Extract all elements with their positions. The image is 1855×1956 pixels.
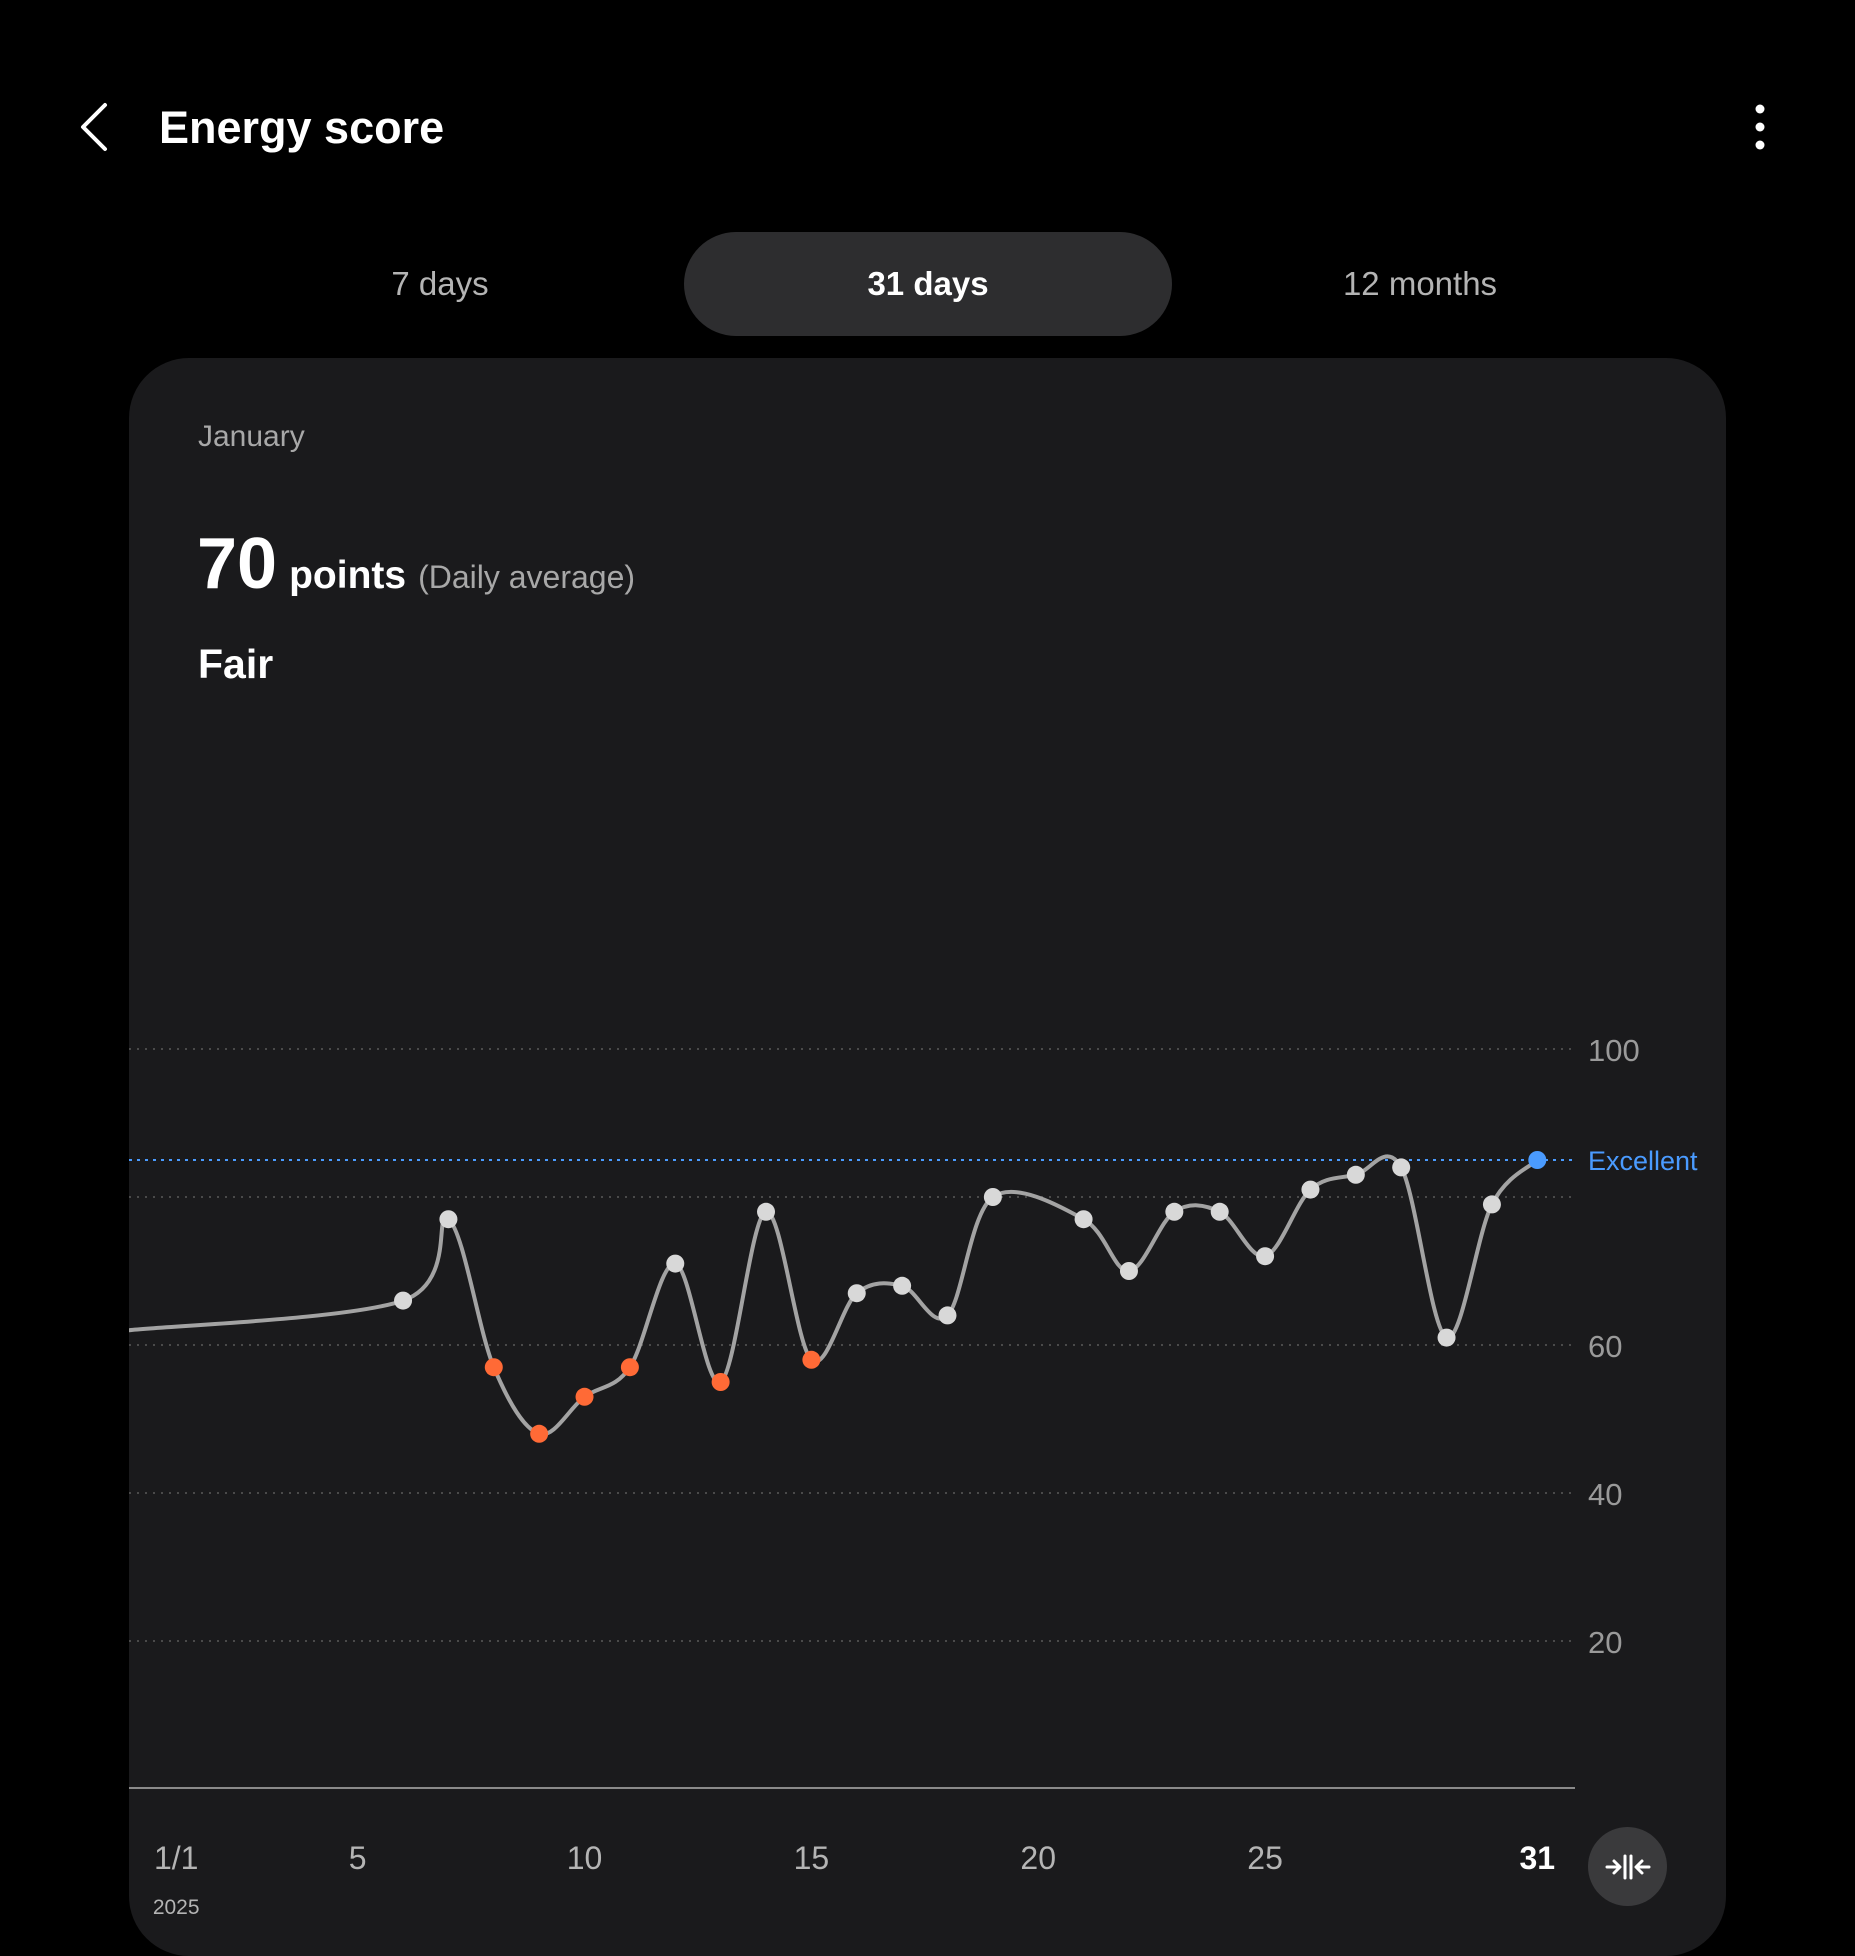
- data-point: [1210, 1202, 1229, 1221]
- x-tick-label: 31: [1520, 1840, 1556, 1876]
- data-point: [1165, 1202, 1184, 1221]
- data-point: [1301, 1180, 1320, 1199]
- data-point: [1074, 1210, 1093, 1229]
- data-point: [938, 1306, 957, 1325]
- y-tick-label: 100: [1588, 1033, 1640, 1068]
- y-tick-label: 20: [1588, 1625, 1622, 1660]
- data-point: [1528, 1151, 1547, 1169]
- data-point: [802, 1350, 821, 1369]
- y-tick-label: 60: [1588, 1329, 1622, 1364]
- x-tick-label: 20: [1020, 1840, 1056, 1876]
- data-point: [1119, 1262, 1138, 1280]
- data-point: [893, 1276, 912, 1295]
- score-note: (Daily average): [418, 559, 636, 595]
- score-summary: 70 points (Daily average): [197, 528, 635, 600]
- page-title: Energy score: [159, 102, 445, 153]
- score-value: 70: [197, 524, 278, 604]
- tab-7-days[interactable]: 7 days: [391, 265, 489, 302]
- data-point: [1346, 1165, 1365, 1184]
- data-point: [530, 1424, 549, 1443]
- fit-compress-icon: [1605, 1854, 1650, 1879]
- period-tabs: 7 days 31 days 12 months: [0, 232, 1855, 336]
- reference-line-label: Excellent: [1588, 1146, 1698, 1176]
- data-point: [439, 1210, 458, 1229]
- x-tick-label: 10: [567, 1840, 603, 1876]
- series-line: [129, 1154, 1540, 1437]
- data-point: [620, 1358, 639, 1377]
- data-point: [666, 1254, 685, 1273]
- score-unit: points: [289, 554, 407, 597]
- tab-12-months[interactable]: 12 months: [1342, 265, 1498, 302]
- back-button[interactable]: [60, 92, 130, 162]
- more-vertical-icon: [1755, 104, 1765, 150]
- data-point: [1437, 1328, 1456, 1347]
- data-point: [1256, 1247, 1275, 1266]
- fit-view-button[interactable]: [1588, 1827, 1667, 1906]
- data-point: [847, 1284, 866, 1303]
- x-tick-label: 5: [349, 1840, 367, 1876]
- data-point: [394, 1291, 413, 1310]
- data-point: [757, 1202, 776, 1221]
- data-point: [575, 1387, 594, 1406]
- more-options-button[interactable]: [1725, 92, 1795, 162]
- tab-31-days[interactable]: 31 days: [684, 232, 1172, 336]
- data-point: [983, 1188, 1002, 1206]
- energy-score-card: January 70 points (Daily average) Fair 1…: [129, 358, 1726, 1956]
- x-tick-label: 25: [1247, 1840, 1283, 1876]
- x-tick-label: 1/1: [154, 1840, 198, 1876]
- data-point: [1482, 1195, 1501, 1214]
- data-point: [711, 1373, 730, 1391]
- period-label: January: [198, 420, 305, 453]
- x-tick-sublabel: 2025: [153, 1896, 200, 1919]
- score-status: Fair: [198, 641, 274, 687]
- chevron-left-icon: [81, 103, 107, 151]
- data-point: [484, 1358, 503, 1377]
- y-tick-label: 40: [1588, 1477, 1622, 1512]
- x-tick-label: 15: [794, 1840, 830, 1876]
- data-point: [1392, 1158, 1411, 1177]
